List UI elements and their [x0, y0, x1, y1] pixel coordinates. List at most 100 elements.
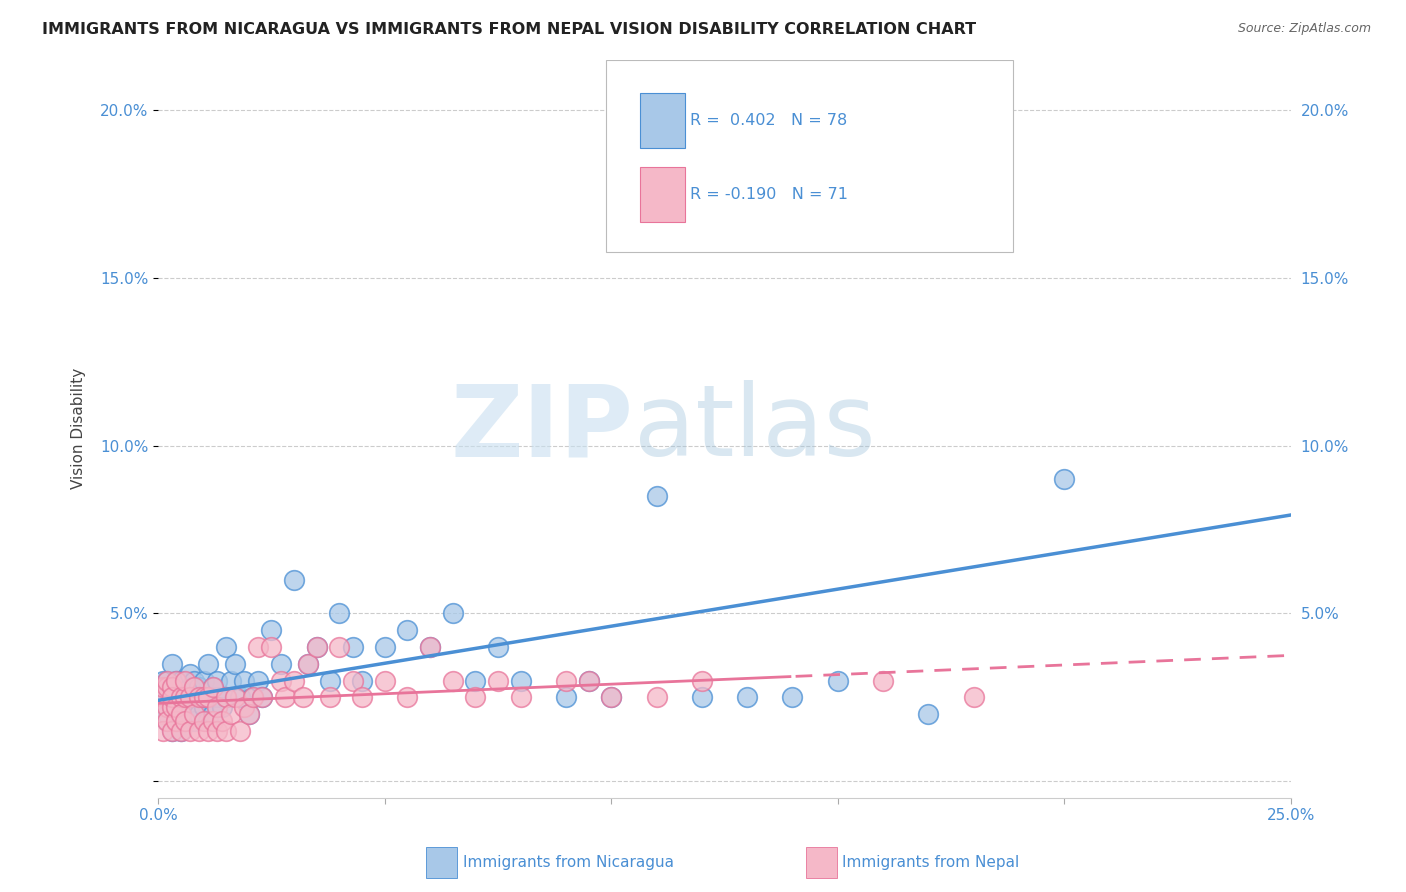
Point — [170, 690, 193, 705]
Text: IMMIGRANTS FROM NICARAGUA VS IMMIGRANTS FROM NEPAL VISION DISABILITY CORRELATION: IMMIGRANTS FROM NICARAGUA VS IMMIGRANTS … — [42, 22, 976, 37]
Point — [174, 690, 197, 705]
Point — [165, 690, 187, 705]
Point — [205, 673, 228, 688]
FancyBboxPatch shape — [606, 60, 1014, 252]
Point — [509, 690, 531, 705]
Point — [238, 707, 260, 722]
Point — [782, 690, 804, 705]
Point — [1053, 472, 1076, 486]
Point — [160, 681, 183, 695]
Point — [174, 700, 197, 714]
Point — [160, 723, 183, 738]
Point — [352, 673, 374, 688]
Point — [229, 723, 252, 738]
Point — [690, 673, 713, 688]
Point — [396, 624, 419, 638]
Point — [464, 673, 486, 688]
FancyBboxPatch shape — [640, 167, 685, 222]
Point — [735, 690, 758, 705]
Point — [152, 700, 174, 714]
Y-axis label: Vision Disability: Vision Disability — [72, 368, 86, 490]
Point — [193, 690, 215, 705]
Point — [396, 690, 419, 705]
Point — [555, 690, 578, 705]
Text: atlas: atlas — [634, 380, 876, 477]
Point — [578, 673, 600, 688]
Point — [292, 690, 315, 705]
Point — [827, 673, 849, 688]
Point — [160, 690, 183, 705]
Point — [270, 673, 292, 688]
Point — [152, 723, 174, 738]
Point — [152, 673, 174, 688]
Point — [188, 681, 211, 695]
Point — [441, 673, 464, 688]
Point — [201, 681, 224, 695]
Point — [215, 690, 238, 705]
Point — [555, 673, 578, 688]
Point — [193, 700, 215, 714]
Point — [165, 673, 187, 688]
Point — [170, 673, 193, 688]
Point — [260, 624, 283, 638]
Point — [242, 690, 264, 705]
Point — [183, 681, 205, 695]
Point — [156, 707, 179, 722]
Point — [645, 690, 668, 705]
Point — [224, 690, 246, 705]
Point — [165, 707, 187, 722]
Point — [152, 707, 174, 722]
Point — [201, 714, 224, 728]
Point — [170, 707, 193, 722]
Point — [197, 657, 219, 671]
Point — [260, 640, 283, 654]
Point — [297, 657, 319, 671]
Point — [197, 723, 219, 738]
Point — [152, 690, 174, 705]
Point — [183, 690, 205, 705]
Point — [441, 607, 464, 621]
Point — [252, 690, 274, 705]
Point — [283, 673, 305, 688]
Point — [179, 690, 201, 705]
Point — [156, 714, 179, 728]
Point — [179, 666, 201, 681]
Point — [319, 690, 342, 705]
Point — [156, 714, 179, 728]
Point — [270, 657, 292, 671]
Point — [486, 640, 509, 654]
Point — [156, 673, 179, 688]
Point — [174, 673, 197, 688]
Point — [193, 714, 215, 728]
Point — [193, 690, 215, 705]
Point — [156, 673, 179, 688]
Point — [179, 707, 201, 722]
Point — [174, 690, 197, 705]
Point — [229, 690, 252, 705]
Point — [509, 673, 531, 688]
Point — [215, 690, 238, 705]
FancyBboxPatch shape — [640, 93, 685, 148]
Point — [197, 690, 219, 705]
Point — [179, 723, 201, 738]
Point — [962, 690, 984, 705]
Point — [156, 690, 179, 705]
Point — [170, 723, 193, 738]
Point — [170, 690, 193, 705]
Point — [342, 673, 364, 688]
Point — [246, 640, 269, 654]
Point — [174, 714, 197, 728]
Point — [242, 690, 264, 705]
Point — [252, 690, 274, 705]
Point — [211, 714, 233, 728]
Point — [374, 640, 396, 654]
Point — [160, 690, 183, 705]
Text: R =  0.402   N = 78: R = 0.402 N = 78 — [690, 112, 848, 128]
Point — [201, 681, 224, 695]
Point — [233, 700, 256, 714]
Point — [183, 673, 205, 688]
Point — [160, 657, 183, 671]
Point — [219, 707, 242, 722]
Point — [197, 714, 219, 728]
Point — [352, 690, 374, 705]
